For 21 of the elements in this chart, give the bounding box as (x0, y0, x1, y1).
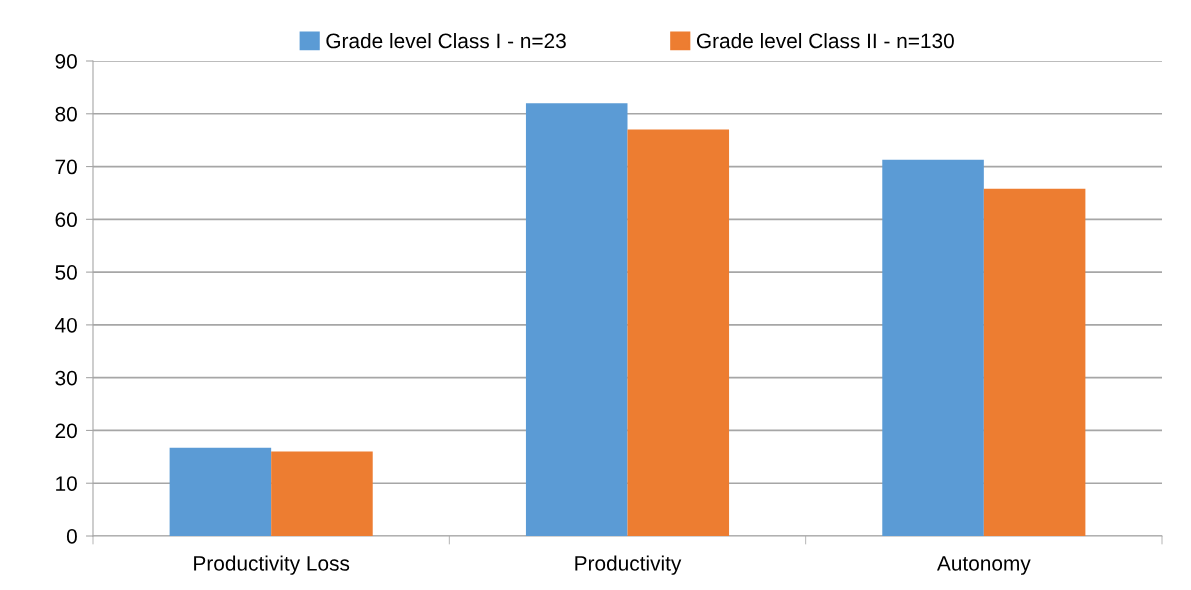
y-tick-label: 70 (55, 159, 77, 175)
y-tick-label: 40 (55, 317, 77, 333)
legend-label: Grade level Class I - n=23 (326, 32, 566, 49)
y-tick-label: 10 (56, 476, 77, 491)
y-tick-label: 90 (55, 54, 77, 69)
bar (882, 159, 984, 536)
bar (627, 129, 730, 536)
y-tick-label: 0 (66, 529, 77, 544)
legend-label: Grade level Class II - n=130 (696, 32, 954, 49)
x-tick-label: Productivity (575, 555, 682, 575)
x-tick-label: Productivity Loss (194, 555, 350, 575)
x-tick-label: Autonomy (936, 556, 1031, 575)
bar (271, 451, 373, 536)
y-tick-label: 60 (55, 212, 77, 228)
y-tick-label: 20 (55, 423, 77, 439)
y-tick-label: 80 (55, 106, 77, 122)
bar (169, 447, 272, 536)
y-tick-label: 50 (55, 265, 77, 280)
bar (525, 103, 628, 536)
y-tick-label: 30 (55, 370, 77, 386)
bar (983, 188, 1086, 536)
